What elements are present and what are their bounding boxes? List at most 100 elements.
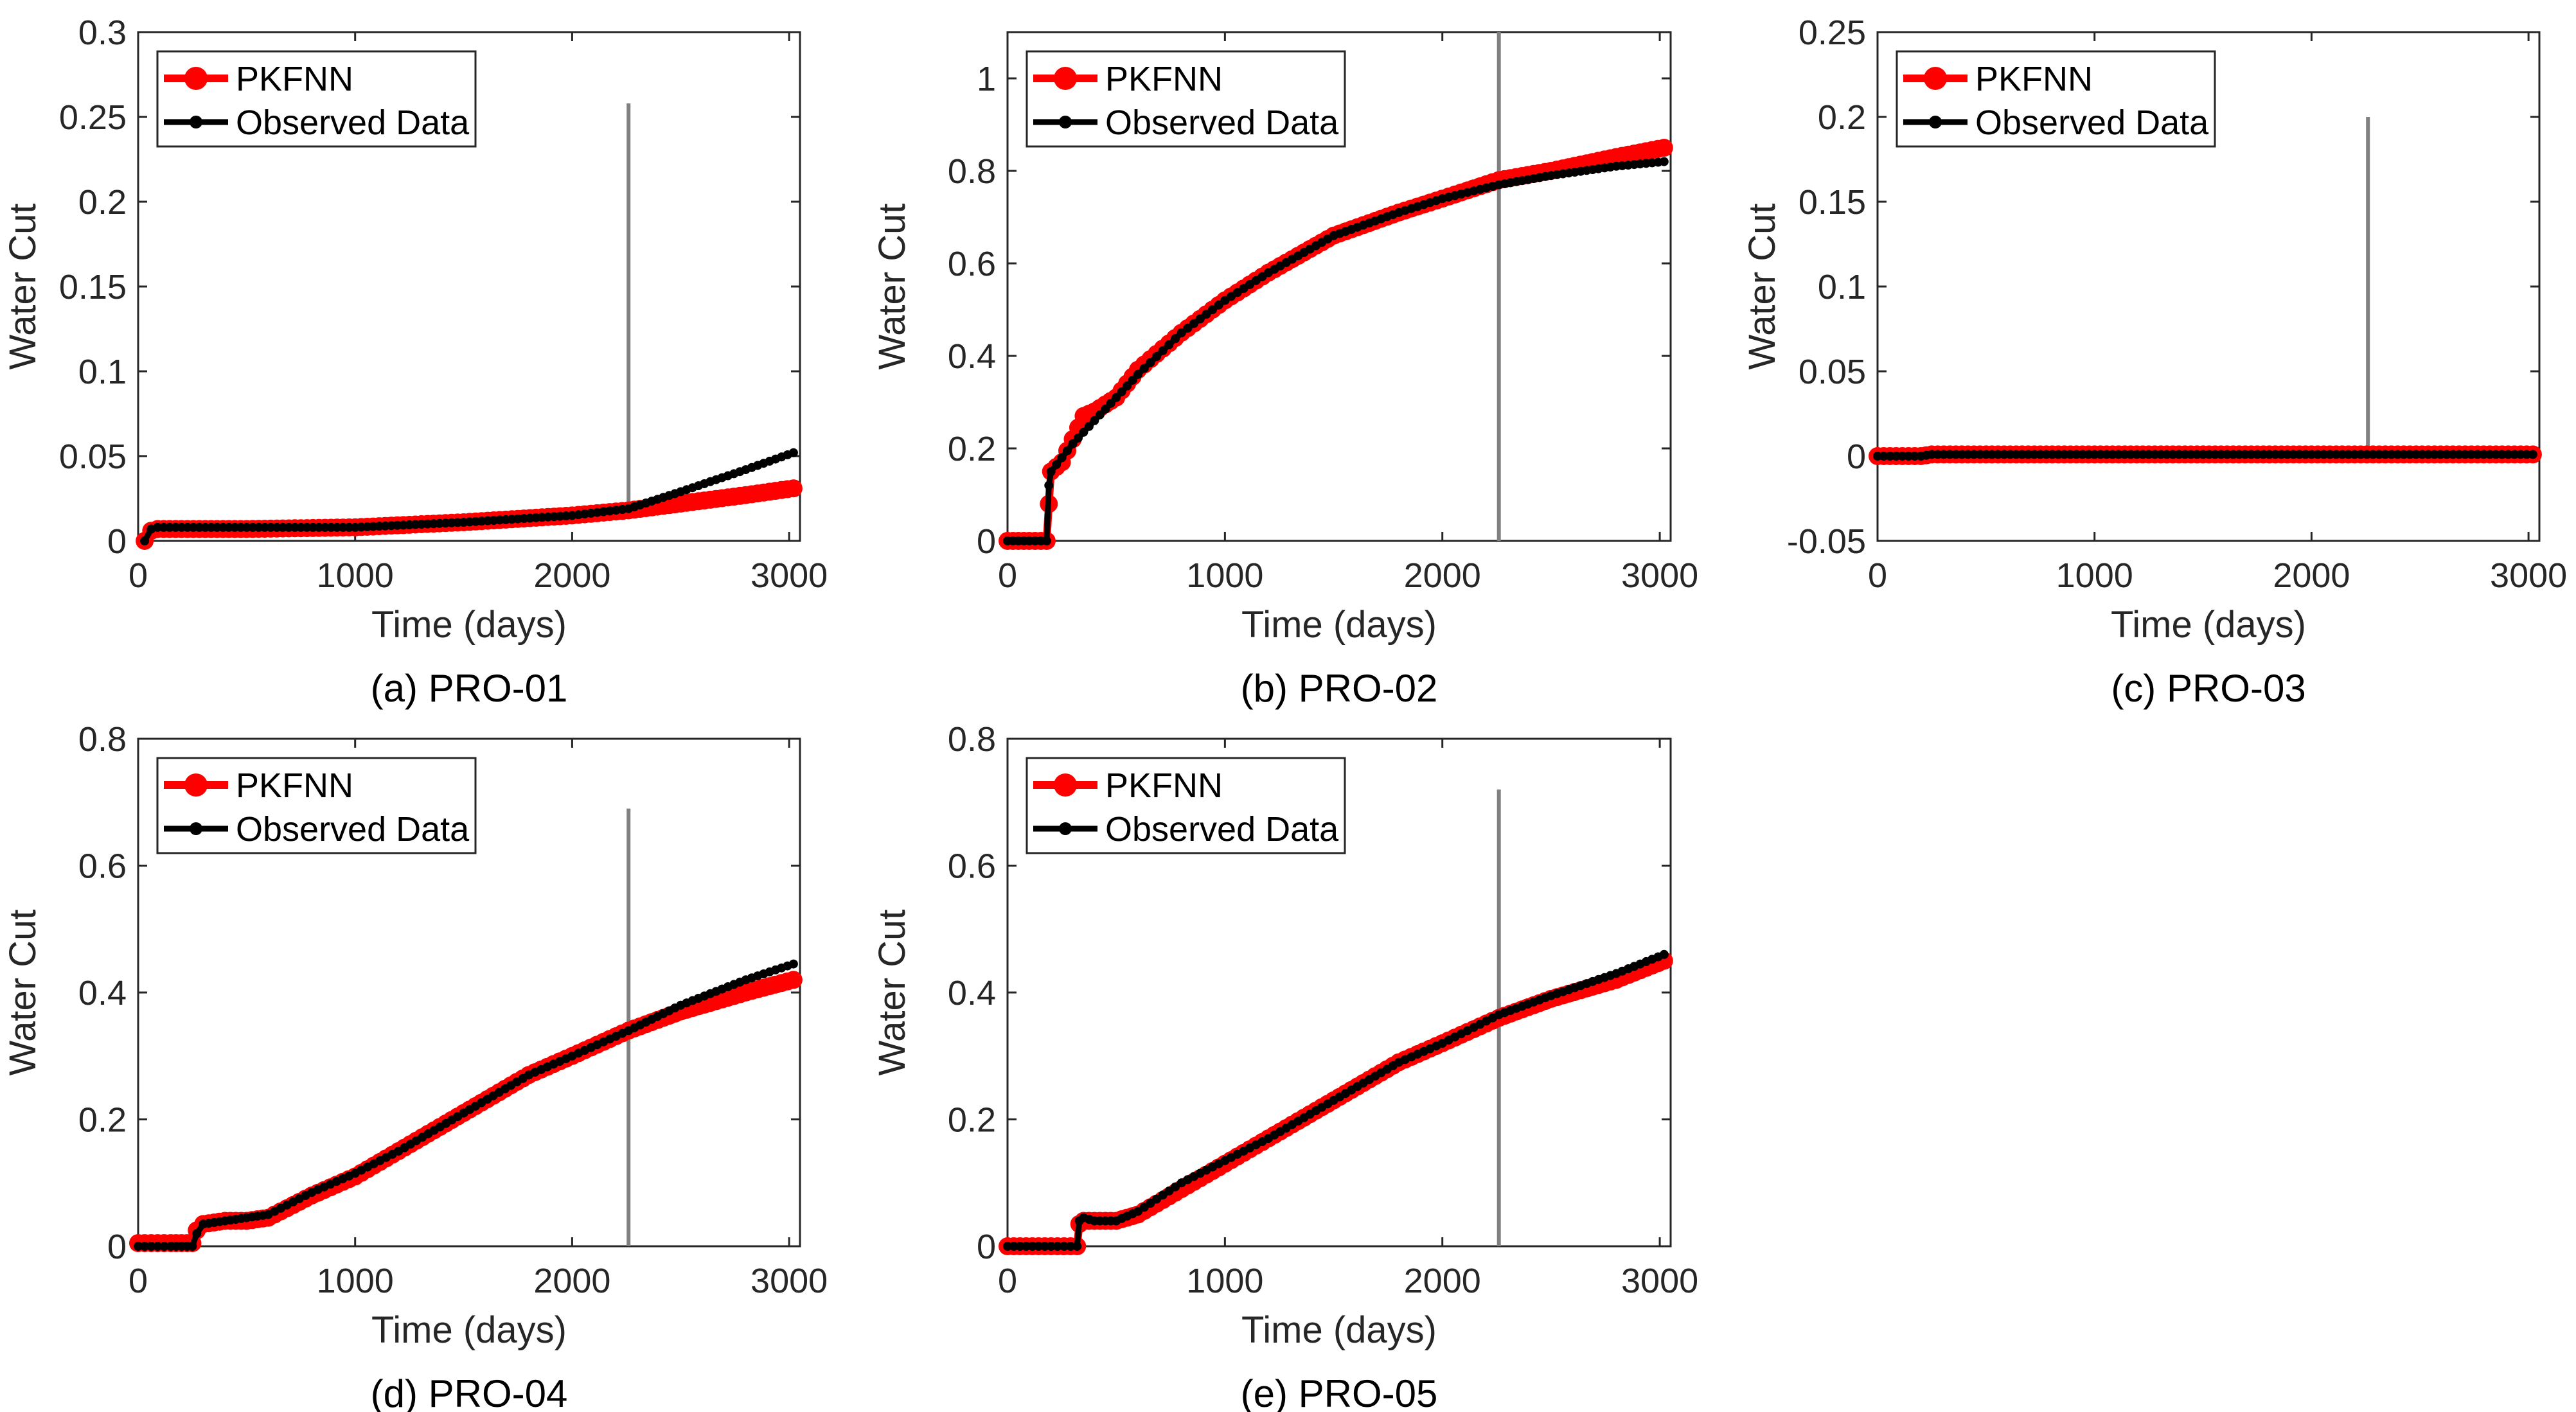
data-point-observed xyxy=(2485,450,2494,459)
legend-box xyxy=(1896,50,2216,148)
chart-panel-5: 0 0.2 0.4 0.6 0.8 0 1000 2000 3000 Time (days) Wat… xyxy=(871,720,1698,1412)
y-tick-label: 0.2 xyxy=(1818,98,1866,137)
x-tick-label: 1000 xyxy=(317,556,394,595)
legend-marker-pkfnn xyxy=(184,67,208,90)
y-tick-label: 0.3 xyxy=(78,13,127,52)
data-point-observed xyxy=(140,536,150,545)
x-tick-label: 2000 xyxy=(1404,1262,1481,1300)
legend: PKFNN Observed Data xyxy=(1026,50,1346,148)
x-tick-label: 0 xyxy=(998,1262,1017,1300)
x-tick-label: 3000 xyxy=(751,556,828,595)
chart-panel-4: 0 0.2 0.4 0.6 0.8 0 1000 2000 3000 Time (days) Wat… xyxy=(2,720,828,1412)
legend-label-observed: Observed Data xyxy=(1105,810,1339,849)
series-observed xyxy=(1003,949,1669,1251)
data-point-observed xyxy=(1079,427,1088,437)
legend-label-observed: Observed Data xyxy=(236,103,470,142)
data-point-observed xyxy=(1057,453,1067,463)
data-point-observed xyxy=(1027,1242,1037,1251)
y-tick-label: 0.2 xyxy=(78,1101,127,1140)
panel-caption: (b) PRO-02 xyxy=(1241,667,1438,710)
data-point-observed xyxy=(1904,452,1914,461)
data-point-observed xyxy=(1042,536,1051,545)
data-point-observed xyxy=(1040,1242,1049,1251)
data-point-observed xyxy=(2467,450,2476,459)
x-axis-label: Time (days) xyxy=(2111,604,2306,646)
data-point-observed xyxy=(2331,450,2341,459)
data-point-observed xyxy=(1183,323,1193,333)
y-tick-label: 0.25 xyxy=(59,98,127,137)
data-point-observed xyxy=(1885,452,1895,461)
data-point-observed xyxy=(1139,364,1149,373)
data-point-observed xyxy=(159,1242,169,1251)
data-point-observed xyxy=(2436,450,2446,459)
legend-marker-observed xyxy=(1929,116,1942,128)
data-point-observed xyxy=(1022,1242,1031,1251)
data-point-observed xyxy=(1112,393,1121,402)
y-tick-label: 0.2 xyxy=(948,1101,996,1140)
data-point-observed xyxy=(1171,334,1180,344)
y-tick-label: 0 xyxy=(107,522,127,561)
x-axis-label: Time (days) xyxy=(371,604,567,646)
data-point-observed xyxy=(2460,450,2470,459)
x-tick-label: 1000 xyxy=(1186,1262,1263,1300)
data-point-observed xyxy=(1659,157,1669,166)
legend-label-observed: Observed Data xyxy=(236,810,470,849)
data-point-observed xyxy=(2405,450,2415,459)
data-point-observed xyxy=(2343,450,2353,459)
data-point-observed xyxy=(1063,446,1072,455)
x-tick-label: 0 xyxy=(998,556,1017,595)
x-tick-label: 0 xyxy=(129,556,148,595)
data-point-observed xyxy=(1117,387,1126,396)
data-point-observed xyxy=(1072,1242,1082,1251)
y-tick-label: 0.15 xyxy=(59,268,127,306)
data-point-observed xyxy=(1195,314,1205,324)
data-point-observed xyxy=(1189,319,1198,328)
data-point-observed xyxy=(1133,369,1142,379)
data-point-observed xyxy=(1046,467,1056,476)
data-point-observed xyxy=(1090,416,1099,425)
panel-caption: (d) PRO-04 xyxy=(371,1372,568,1412)
data-point-pkfnn xyxy=(784,971,803,989)
data-point-observed xyxy=(1046,1242,1056,1251)
data-point-observed xyxy=(2424,450,2433,459)
data-point-observed xyxy=(134,1242,143,1251)
y-tick-label: 0.6 xyxy=(948,847,996,886)
chart-panel-2: 0 0.2 0.4 0.6 0.8 1 0 1000 2000 3000 Time (days) Wa… xyxy=(871,31,1698,710)
x-tick-label: 2000 xyxy=(533,1262,610,1300)
data-point-observed xyxy=(1009,1242,1018,1251)
y-tick-label: 0.4 xyxy=(78,974,127,1012)
data-point-observed xyxy=(1659,949,1669,959)
legend-marker-pkfnn xyxy=(1054,773,1077,797)
y-tick-label: 0.2 xyxy=(78,183,127,222)
data-point-observed xyxy=(2528,450,2537,459)
data-point-observed xyxy=(788,448,798,457)
data-point-observed xyxy=(1128,375,1137,385)
data-point-observed xyxy=(1164,340,1174,349)
legend-box xyxy=(156,50,477,148)
data-point-observed xyxy=(2362,450,2372,459)
data-point-observed xyxy=(1202,310,1211,319)
data-point-observed xyxy=(192,1229,202,1239)
legend-label-observed: Observed Data xyxy=(1105,103,1339,142)
data-point-observed xyxy=(2307,450,2316,459)
legend-marker-observed xyxy=(190,116,202,128)
x-axis-label: Time (days) xyxy=(1241,604,1437,646)
y-tick-label: 0.1 xyxy=(1818,268,1866,306)
data-point-observed xyxy=(1053,1242,1062,1251)
data-point-observed xyxy=(2503,450,2513,459)
legend-label-observed: Observed Data xyxy=(1975,103,2209,142)
data-point-observed xyxy=(2368,450,2378,459)
x-tick-label: 2000 xyxy=(533,556,610,595)
data-point-observed xyxy=(1214,300,1223,310)
legend-marker-observed xyxy=(1059,822,1072,835)
data-point-observed xyxy=(2455,450,2464,459)
x-tick-label: 1000 xyxy=(1186,556,1263,595)
data-point-observed xyxy=(1060,1242,1069,1251)
data-point-observed xyxy=(1158,346,1168,355)
data-point-observed xyxy=(1897,452,1907,461)
data-point-observed xyxy=(147,1242,156,1251)
y-tick-label: 0.05 xyxy=(59,437,127,476)
y-tick-label: 0.2 xyxy=(948,430,996,468)
data-point-observed xyxy=(188,1242,197,1251)
